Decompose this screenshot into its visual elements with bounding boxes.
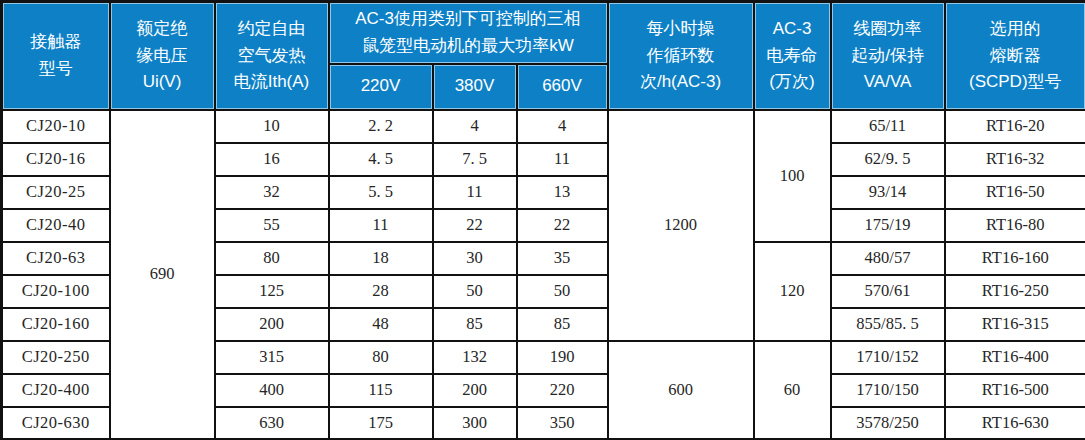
cell-coil-power: 93/14 [831, 176, 945, 209]
cell-power-660v: 190 [517, 341, 608, 374]
col-header-electrical-life: AC-3 电寿命 (万次) [754, 2, 831, 110]
col-header-rated-insulation-voltage: 额定绝 缘电压 Ui(V) [110, 2, 215, 110]
cell-fuse-type: RT16-315 [945, 308, 1085, 341]
col-header-220v: 220V [329, 64, 433, 110]
cell-coil-power: 3578/250 [831, 407, 945, 440]
cell-coil-power: 480/57 [831, 242, 945, 275]
cell-fuse-type: RT16-80 [945, 209, 1085, 242]
cell-thermal-current: 80 [215, 242, 329, 275]
cell-thermal-current: 32 [215, 176, 329, 209]
cell-electrical-life: 100 [754, 110, 831, 242]
cell-power-380v: 4 [433, 110, 517, 143]
cell-model: CJ20-400 [2, 374, 110, 407]
cell-electrical-life: 60 [754, 341, 831, 440]
cell-cycles-per-hour: 600 [608, 341, 754, 440]
cell-fuse-type: RT16-32 [945, 143, 1085, 176]
cell-power-220v: 11 [329, 209, 433, 242]
cell-electrical-life: 120 [754, 242, 831, 341]
cell-power-380v: 85 [433, 308, 517, 341]
contactor-spec-page: 接触器 型号 额定绝 缘电压 Ui(V) 约定自由 空气发热 电流Ith(A) … [0, 0, 1085, 440]
cell-power-380v: 132 [433, 341, 517, 374]
cell-power-380v: 22 [433, 209, 517, 242]
cell-power-380v: 7. 5 [433, 143, 517, 176]
cell-power-660v: 22 [517, 209, 608, 242]
cell-power-660v: 11 [517, 143, 608, 176]
col-header-ac3-max-power-group: AC-3使用类别下可控制的三相 鼠笼型电动机的最大功率kW [329, 2, 608, 64]
cell-power-660v: 35 [517, 242, 608, 275]
cell-thermal-current: 10 [215, 110, 329, 143]
cell-power-380v: 11 [433, 176, 517, 209]
cell-coil-power: 175/19 [831, 209, 945, 242]
cell-power-220v: 175 [329, 407, 433, 440]
col-header-cycles-per-hour: 每小时操 作循环数 次/h(AC-3) [608, 2, 754, 110]
cell-power-660v: 50 [517, 275, 608, 308]
col-header-380v: 380V [433, 64, 517, 110]
cell-power-380v: 200 [433, 374, 517, 407]
cell-fuse-type: RT16-50 [945, 176, 1085, 209]
cell-model: CJ20-100 [2, 275, 110, 308]
cell-power-220v: 5. 5 [329, 176, 433, 209]
col-header-thermal-current: 约定自由 空气发热 电流Ith(A) [215, 2, 329, 110]
cell-power-660v: 85 [517, 308, 608, 341]
cell-thermal-current: 16 [215, 143, 329, 176]
cell-coil-power: 62/9. 5 [831, 143, 945, 176]
cell-fuse-type: RT16-160 [945, 242, 1085, 275]
cell-power-380v: 300 [433, 407, 517, 440]
cell-model: CJ20-160 [2, 308, 110, 341]
cell-fuse-type: RT16-20 [945, 110, 1085, 143]
cell-cycles-per-hour: 1200 [608, 110, 754, 341]
cell-power-660v: 350 [517, 407, 608, 440]
cell-power-660v: 13 [517, 176, 608, 209]
cell-coil-power: 1710/150 [831, 374, 945, 407]
cell-power-660v: 4 [517, 110, 608, 143]
cell-thermal-current: 630 [215, 407, 329, 440]
col-header-model: 接触器 型号 [2, 2, 110, 110]
cell-power-380v: 50 [433, 275, 517, 308]
cell-coil-power: 855/85. 5 [831, 308, 945, 341]
cell-model: CJ20-630 [2, 407, 110, 440]
cell-coil-power: 1710/152 [831, 341, 945, 374]
cell-thermal-current: 125 [215, 275, 329, 308]
cell-model: CJ20-250 [2, 341, 110, 374]
cell-fuse-type: RT16-500 [945, 374, 1085, 407]
cell-power-380v: 30 [433, 242, 517, 275]
col-header-coil-power: 线圈功率 起动/保持 VA/VA [831, 2, 945, 110]
table-body: CJ20-10690102. 244120010065/11RT16-20CJ2… [2, 110, 1085, 440]
cell-model: CJ20-63 [2, 242, 110, 275]
cell-rated-insulation-voltage: 690 [110, 110, 215, 440]
cell-power-660v: 220 [517, 374, 608, 407]
table-row: CJ20-10690102. 244120010065/11RT16-20 [2, 110, 1085, 143]
cell-power-220v: 4. 5 [329, 143, 433, 176]
cell-model: CJ20-16 [2, 143, 110, 176]
cell-power-220v: 18 [329, 242, 433, 275]
cell-fuse-type: RT16-250 [945, 275, 1085, 308]
cell-power-220v: 28 [329, 275, 433, 308]
spec-table: 接触器 型号 额定绝 缘电压 Ui(V) 约定自由 空气发热 电流Ith(A) … [0, 0, 1085, 440]
cell-thermal-current: 400 [215, 374, 329, 407]
cell-model: CJ20-25 [2, 176, 110, 209]
col-header-fuse-type: 选用的 熔断器 (SCPD)型号 [945, 2, 1085, 110]
cell-power-220v: 80 [329, 341, 433, 374]
cell-thermal-current: 55 [215, 209, 329, 242]
cell-fuse-type: RT16-400 [945, 341, 1085, 374]
col-header-660v: 660V [517, 64, 608, 110]
table-header: 接触器 型号 额定绝 缘电压 Ui(V) 约定自由 空气发热 电流Ith(A) … [2, 2, 1085, 110]
cell-model: CJ20-40 [2, 209, 110, 242]
cell-power-220v: 2. 2 [329, 110, 433, 143]
cell-power-220v: 115 [329, 374, 433, 407]
cell-thermal-current: 315 [215, 341, 329, 374]
cell-thermal-current: 200 [215, 308, 329, 341]
cell-model: CJ20-10 [2, 110, 110, 143]
cell-power-220v: 48 [329, 308, 433, 341]
cell-coil-power: 65/11 [831, 110, 945, 143]
cell-coil-power: 570/61 [831, 275, 945, 308]
cell-fuse-type: RT16-630 [945, 407, 1085, 440]
